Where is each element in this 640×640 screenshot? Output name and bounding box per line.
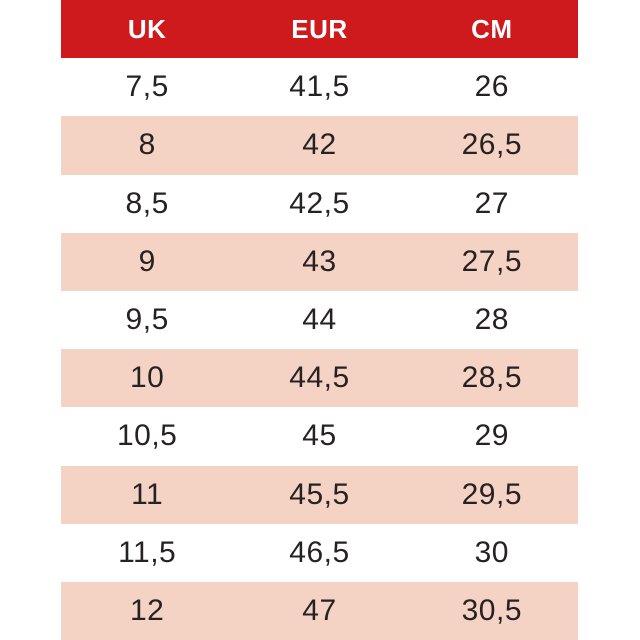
cell-cm: 29 [474,419,509,453]
table-row: 10 44,5 28,5 [61,349,578,408]
cell-eur: 45,5 [289,477,350,511]
cell-uk: 10,5 [116,419,178,453]
cell-eur: 46,5 [289,535,350,569]
cell-eur: 47 [302,593,337,627]
table-row: 11,5 46,5 30 [61,524,578,582]
cell-eur: 44,5 [289,361,350,395]
cell-cm: 30,5 [461,593,523,627]
cell-uk: 9,5 [125,303,169,337]
cell-eur: 41,5 [289,70,350,104]
cell-eur: 45 [302,419,337,453]
cell-eur: 42 [302,128,337,162]
cell-cm: 30 [474,535,509,569]
cell-uk: 7,5 [125,70,169,104]
cell-cm: 26,5 [461,128,523,162]
cell-cm: 27,5 [461,244,523,278]
cell-uk: 11,5 [118,535,177,569]
cell-uk: 8,5 [125,186,169,220]
cell-eur: 42,5 [289,186,350,220]
cell-cm: 27 [474,186,509,220]
cell-eur: 44 [302,303,337,337]
table-row: 12 47 30,5 [61,581,578,640]
table-row: 8,5 42,5 27 [61,175,578,233]
cell-uk: 9 [138,244,156,278]
table-row: 8 42 26,5 [61,116,578,175]
column-header-eur: EUR [291,13,348,44]
table-header-row: UK EUR CM [61,0,578,59]
table-row: 11 45,5 29,5 [61,465,578,524]
cell-cm: 28 [474,303,509,337]
table-row: 10,5 45 29 [61,407,578,465]
cell-eur: 43 [302,244,337,278]
table-row: 9 43 27,5 [61,232,578,291]
cell-uk: 12 [129,593,165,627]
column-header-cm: CM [471,13,513,44]
cell-cm: 29,5 [461,477,523,511]
cell-uk: 10 [129,361,165,395]
size-conversion-table: UK EUR CM 7,5 41,5 26 8 42 26,5 8,5 42,5… [61,0,578,640]
cell-cm: 28,5 [461,361,523,395]
cell-uk: 8 [138,128,156,162]
column-header-uk: UK [127,13,167,44]
cell-uk: 11 [131,477,164,511]
cell-cm: 26 [474,70,509,104]
table-row: 7,5 41,5 26 [61,58,578,116]
table-row: 9,5 44 28 [61,291,578,349]
